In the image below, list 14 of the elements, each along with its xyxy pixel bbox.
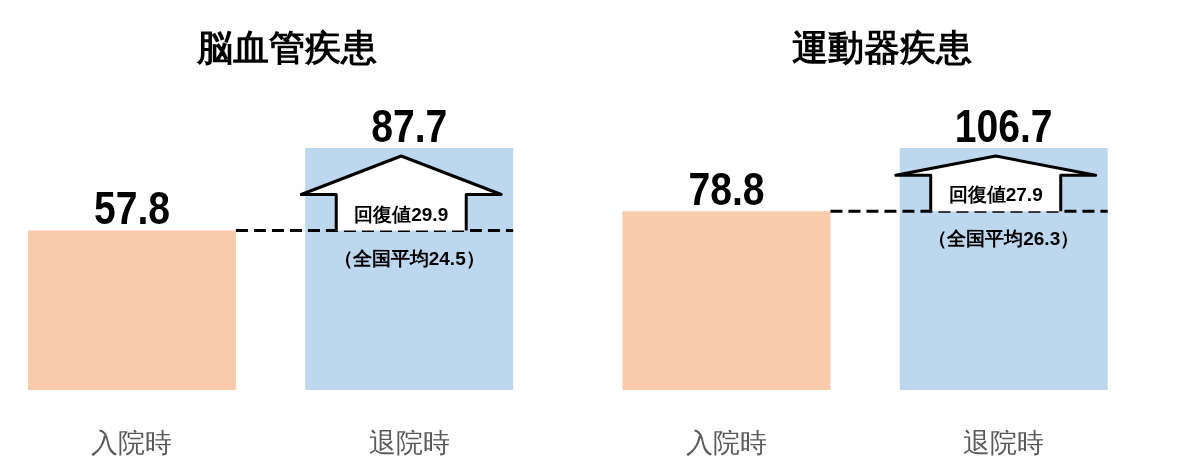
annotation: （全国平均24.5） (333, 247, 485, 269)
x-tick-label: 退院時 (963, 428, 1045, 458)
data-label: 106.7 (954, 99, 1053, 152)
annotation: 回復値29.9 (354, 203, 449, 225)
data-label: 87.7 (371, 99, 448, 152)
x-tick-label: 退院時 (368, 428, 450, 458)
x-tick-label: 入院時 (91, 428, 173, 458)
data-label: 57.8 (93, 182, 171, 235)
annotation: （全国平均26.3） (928, 228, 1080, 250)
x-tick-label: 入院時 (685, 428, 767, 458)
chart-title: 運動器疾患 (791, 27, 972, 68)
chart-title: 脳血管疾患 (196, 27, 378, 68)
data-label: 78.8 (688, 163, 765, 215)
annotation: 回復値27.9 (948, 184, 1043, 206)
